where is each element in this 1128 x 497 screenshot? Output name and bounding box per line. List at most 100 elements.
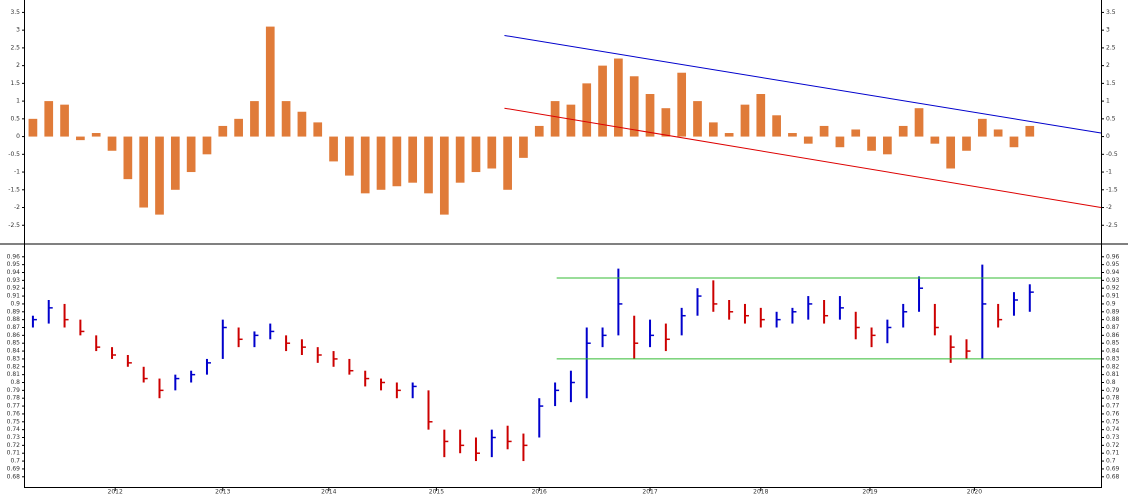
y-tick-label: 0.86: [1106, 332, 1120, 339]
y-tick-label: 0.95: [1106, 261, 1120, 268]
oscillator-bar: [76, 136, 85, 141]
y-tick-label: 1.5: [1106, 80, 1116, 87]
y-tick-label: 3: [1106, 27, 1110, 34]
oscillator-bar: [265, 26, 275, 137]
y-tick-label: -2.5: [1106, 222, 1118, 229]
oscillator-bar: [677, 72, 687, 137]
y-tick-label: 0.69: [1106, 465, 1120, 472]
y-tick-label: 0.8: [1106, 379, 1116, 386]
oscillator-bar: [202, 136, 212, 155]
oscillator-bar: [408, 136, 418, 183]
x-tick-label: 2017: [642, 489, 657, 496]
y-tick-label: 0.5: [1106, 115, 1116, 122]
y-tick-label: 0.79: [7, 387, 21, 394]
oscillator-bar: [629, 76, 639, 137]
y-tick-label: 0.9: [1106, 300, 1116, 307]
oscillator-bar: [993, 129, 1003, 137]
oscillator-bar: [28, 118, 38, 137]
y-tick-label: 0: [16, 133, 20, 140]
oscillator-bar: [614, 58, 623, 137]
y-tick-label: 0.92: [1106, 285, 1120, 292]
y-tick-label: 0.77: [7, 403, 21, 410]
y-tick-label: 0.84: [7, 348, 21, 355]
oscillator-bar: [1009, 136, 1019, 148]
y-tick-label: 2: [16, 62, 20, 69]
oscillator-bar: [455, 136, 465, 183]
y-tick-label: 0.88: [1106, 316, 1120, 323]
y-tick-label: -0.5: [8, 151, 20, 158]
oscillator-bar: [883, 136, 892, 155]
oscillator-bar: [914, 108, 924, 137]
oscillator-bar: [788, 133, 797, 137]
y-tick-label: 0.71: [1106, 450, 1120, 457]
y-tick-label: 0.78: [7, 395, 21, 402]
x-tick-label: 2015: [429, 489, 444, 496]
y-tick-label: 0.87: [1106, 324, 1120, 331]
y-tick-label: 0.86: [7, 332, 21, 339]
y-tick-label: 0.75: [7, 418, 21, 425]
oscillator-bar: [519, 136, 528, 158]
y-tick-label: 0.7: [10, 458, 20, 465]
y-tick-label: 0.96: [7, 253, 21, 260]
y-tick-label: 0.7: [1106, 458, 1116, 465]
oscillator-bar: [107, 136, 117, 151]
x-tick-label: 2019: [862, 489, 877, 496]
y-tick-label: 0.83: [1106, 355, 1120, 362]
y-tick-label: -0.5: [1106, 151, 1118, 158]
oscillator-bar: [645, 94, 655, 137]
x-tick-label: 2013: [215, 489, 230, 496]
oscillator-bar: [439, 136, 449, 215]
oscillator-bar: [946, 136, 956, 169]
oscillator-bar: [218, 125, 228, 137]
y-tick-label: 0.73: [1106, 434, 1120, 441]
y-tick-label: -2: [14, 204, 20, 211]
oscillator-bar: [170, 136, 180, 190]
y-tick-label: 0.96: [1106, 253, 1120, 260]
oscillator-bar: [550, 101, 560, 137]
y-tick-label: 1.5: [10, 80, 20, 87]
y-tick-label: -1: [14, 169, 20, 176]
trend-line: [504, 107, 1102, 209]
oscillator-bar: [424, 136, 433, 194]
oscillator-bar: [376, 136, 386, 190]
y-tick-label: 0.94: [7, 269, 21, 276]
y-tick-label: 0.81: [1106, 371, 1120, 378]
oscillator-bar: [155, 136, 164, 215]
y-tick-label: 0.72: [7, 442, 21, 449]
oscillator-bar: [582, 83, 592, 137]
oscillator-bar: [756, 94, 766, 137]
oscillator-bar: [693, 101, 702, 137]
oscillator-bar: [867, 136, 876, 151]
y-tick-label: 0.5: [10, 115, 20, 122]
x-tick-label: 2020: [967, 489, 982, 496]
y-tick-label: 0.85: [1106, 340, 1120, 347]
y-tick-label: 3: [16, 27, 20, 34]
y-tick-label: 0.68: [1106, 473, 1120, 480]
y-tick-label: 0.81: [7, 371, 21, 378]
oscillator-bar: [724, 133, 734, 137]
y-tick-label: 0: [1106, 133, 1110, 140]
oscillator-bar: [835, 136, 845, 148]
oscillator-bar: [566, 104, 576, 137]
y-tick-label: 2.5: [10, 44, 20, 51]
y-tick-label: -1.5: [8, 186, 20, 193]
y-tick-label: 3.5: [1106, 9, 1116, 16]
oscillator-bar: [851, 129, 861, 137]
y-tick-label: -2: [1106, 204, 1112, 211]
oscillator-bar: [977, 118, 987, 137]
y-tick-label: 0.87: [7, 324, 21, 331]
oscillator-bar: [313, 122, 323, 137]
oscillator-bar: [91, 133, 101, 137]
y-tick-label: 0.78: [1106, 395, 1120, 402]
y-tick-label: 0.8: [10, 379, 20, 386]
y-tick-label: 2.5: [1106, 44, 1116, 51]
y-tick-label: 1: [16, 98, 20, 105]
x-tick-label: 2012: [108, 489, 123, 496]
oscillator-bar: [186, 136, 196, 173]
oscillator-bar: [534, 125, 544, 137]
oscillator-bar: [1025, 125, 1035, 137]
y-tick-label: -1.5: [1106, 186, 1118, 193]
oscillator-bar: [598, 65, 607, 137]
oscillator-bar: [250, 101, 259, 137]
